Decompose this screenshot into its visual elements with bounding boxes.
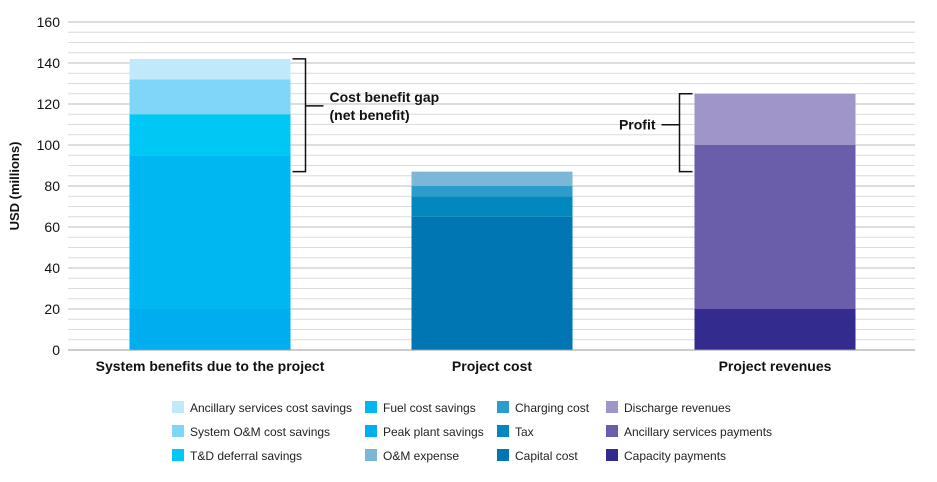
bar-segment — [411, 186, 573, 197]
category-labels: System benefits due to the project Projec… — [96, 358, 832, 374]
legend-label: Ancillary services payments — [624, 425, 772, 439]
y-axis-ticks: 0 20 40 60 80 100 120 140 160 — [37, 14, 61, 358]
legend-swatch — [365, 449, 377, 461]
legend-label: Capacity payments — [624, 449, 726, 463]
legend-label: Discharge revenues — [624, 401, 731, 415]
bar-segment — [129, 79, 291, 115]
category-label: Project revenues — [719, 358, 832, 374]
legend-label: T&D deferral savings — [190, 449, 302, 463]
legend-swatch — [606, 401, 618, 413]
legend-swatch — [606, 425, 618, 437]
legend-label: O&M expense — [383, 449, 459, 463]
y-axis-label: USD (millions) — [7, 142, 22, 231]
legend-swatch — [497, 449, 509, 461]
bar-segment — [411, 171, 573, 186]
bar-segment — [411, 216, 573, 350]
bar-segment — [411, 196, 573, 217]
legend-swatch — [172, 425, 184, 437]
legend-label: Tax — [515, 425, 534, 439]
legend-label: Fuel cost savings — [383, 401, 476, 415]
legend-label: Peak plant savings — [383, 425, 484, 439]
y-tick-label: 80 — [44, 178, 60, 194]
bar-segment — [129, 114, 291, 156]
bar-segment — [129, 58, 291, 80]
legend-label: Capital cost — [515, 449, 578, 463]
y-tick-label: 120 — [37, 96, 61, 112]
category-label: Project cost — [452, 358, 532, 374]
y-tick-label: 20 — [44, 301, 60, 317]
legend-swatch — [172, 401, 184, 413]
bars — [129, 58, 856, 350]
y-tick-label: 160 — [37, 14, 61, 30]
annotation-label: (net benefit) — [330, 107, 410, 123]
y-tick-label: 60 — [44, 219, 60, 235]
y-tick-label: 140 — [37, 55, 61, 71]
y-tick-label: 100 — [37, 137, 61, 153]
bar-segment — [694, 145, 856, 309]
legend-swatch — [172, 449, 184, 461]
bar-segment — [694, 93, 856, 145]
legend-swatch — [365, 425, 377, 437]
annotation-bracket — [292, 58, 307, 173]
legend-swatch — [606, 449, 618, 461]
legend-swatch — [497, 401, 509, 413]
y-tick-label: 0 — [52, 342, 60, 358]
legend-swatch — [497, 425, 509, 437]
annotation-label: Cost benefit gap — [330, 89, 440, 105]
annotation-bracket — [678, 93, 693, 173]
bar-segment — [129, 155, 291, 309]
legend-label: System O&M cost savings — [190, 425, 330, 439]
legend-label: Charging cost — [515, 401, 590, 415]
category-label: System benefits due to the project — [96, 358, 325, 374]
legend-swatch — [365, 401, 377, 413]
annotations: Cost benefit gap (net benefit) Profit — [292, 58, 693, 173]
bar-segment — [694, 309, 856, 350]
y-tick-label: 40 — [44, 260, 60, 276]
legend: Ancillary services cost savings System O&… — [172, 401, 772, 463]
bar-segment — [129, 309, 291, 350]
legend-label: Ancillary services cost savings — [190, 401, 352, 415]
annotation-label: Profit — [619, 117, 656, 133]
